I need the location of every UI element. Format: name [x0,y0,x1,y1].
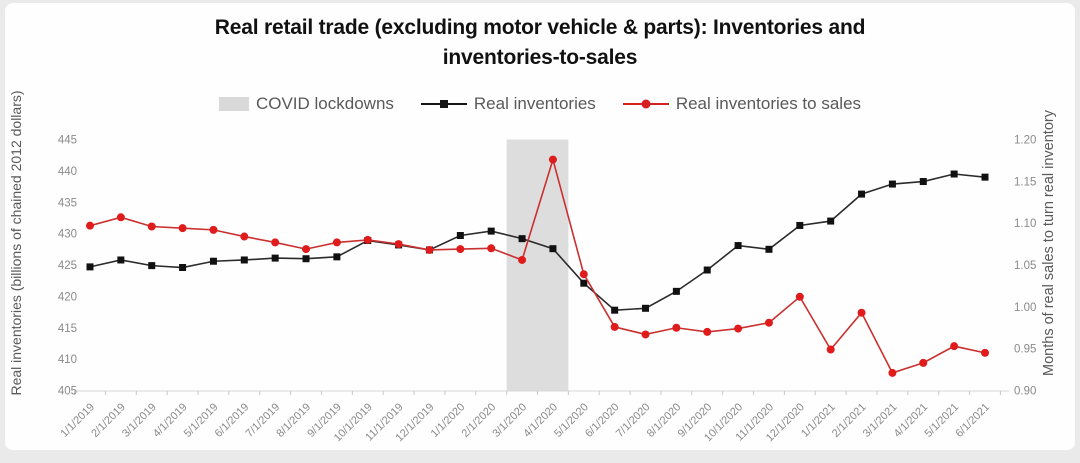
legend-label-real-inventories: Real inventories [473,94,596,113]
real-inventories-to-sales-marker [456,245,465,254]
real-inventories-line [89,173,986,311]
real-inventories-marker [456,232,464,240]
real-inventories-to-sales-marker [764,318,773,327]
right-axis-tick-label: 1.10 [1014,218,1036,230]
covid-lockdowns-band [506,139,569,391]
legend-item-covid-lockdowns: COVID lockdowns [218,94,394,114]
real-inventories-to-sales-marker [795,292,804,301]
real-inventories-to-sales-marker [641,330,650,339]
real-inventories-to-sales-marker [610,322,619,331]
real-inventories-to-sales-marker [981,348,989,357]
real-inventories-to-sales-marker [209,225,218,234]
real-inventories-to-sales-marker [302,245,311,254]
real-inventories-to-sales-marker [857,308,866,317]
real-inventories-marker [796,221,804,229]
real-inventories-to-sales-marker [363,235,372,244]
real-inventories-to-sales-marker [332,238,341,247]
real-inventories-swatch [420,99,467,110]
legend-label-inventories-to-sales: Real inventories to sales [675,94,862,113]
real-inventories-marker [642,304,650,312]
real-inventories-to-sales-marker [548,155,557,164]
covid-lockdowns-swatch [218,97,249,111]
real-inventories-to-sales-marker [178,224,187,233]
right-axis-tick-label: 1.00 [1014,302,1036,314]
left-axis-tick-label: 440 [58,166,77,178]
real-inventories-marker [549,245,557,253]
real-inventories-marker [487,227,495,235]
real-inventories-marker [209,257,217,265]
real-inventories-marker [672,287,680,295]
real-inventories-to-sales-marker [86,221,94,230]
right-axis-tick-label: 1.15 [1014,176,1036,188]
legend-label-covid-lockdowns: COVID lockdowns [255,94,394,113]
real-inventories-marker [703,266,711,274]
real-inventories-marker [611,306,619,314]
real-inventories-marker [827,217,835,225]
real-inventories-marker [765,245,773,253]
real-inventories-marker [333,253,341,261]
left-axis-tick-label: 425 [58,260,77,272]
real-inventories-to-sales-marker [703,327,712,336]
real-inventories-to-sales-marker [116,213,125,222]
real-inventories-to-sales-marker [888,368,897,377]
real-inventories-to-sales-marker [425,245,434,254]
inventories-to-sales-swatch-marker [641,99,651,109]
real-inventories-marker [179,264,187,272]
real-inventories-to-sales-marker [394,240,403,249]
legend-item-inventories-to-sales: Real inventories to sales [622,94,862,114]
right-axis-tick-label: 0.95 [1014,344,1036,356]
real-inventories-marker [271,254,279,262]
real-inventories-to-sales-marker [950,342,959,351]
real-inventories-marker [919,178,927,186]
right-axis-title: Months of real sales to turn real invent… [1041,109,1057,376]
real-inventories-to-sales-marker [919,358,928,367]
real-inventories-marker [518,235,526,243]
real-inventories-marker [888,180,896,188]
right-axis-tick-label: 1.05 [1014,260,1036,272]
real-inventories-to-sales-marker [826,345,835,354]
right-axis-tick-label: 0.90 [1014,386,1036,398]
chart-title-line1: Real retail trade (excluding motor vehic… [214,16,866,39]
real-inventories-to-sales-marker [672,323,681,332]
left-axis-tick-label: 430 [58,229,77,241]
left-axis-tick-label: 445 [58,135,77,147]
real-inventories-to-sales-marker [147,222,156,231]
x-axis-label: 6/1/2021 [953,401,992,440]
chart-title: Real retail trade (excluding motor vehic… [0,13,1080,73]
real-inventories-marker [148,262,156,270]
real-inventories-marker [302,255,310,263]
real-inventories-marker [240,256,248,264]
real-inventories-marker [117,256,125,264]
left-axis-tick-label: 410 [58,354,77,366]
real-inventories-to-sales-marker [271,238,280,247]
real-inventories-to-sales-marker [579,270,588,279]
inventories-to-sales-swatch [622,99,669,110]
left-axis-title: Real inventories (billions of chained 20… [8,90,24,395]
left-axis-tick-label: 405 [58,386,77,398]
chart-title-line2: inventories-to-sales [442,46,638,69]
legend-item-real-inventories: Real inventories [420,94,596,114]
left-axis-tick-label: 420 [58,291,77,303]
real-inventories-swatch-marker [439,100,448,108]
real-inventories-marker [580,279,588,287]
right-axis-tick-label: 1.20 [1014,135,1036,147]
real-inventories-marker [950,170,958,178]
real-inventories-to-sales-marker [734,324,743,333]
real-inventories-to-sales-line [89,156,986,374]
real-inventories-marker [858,190,866,198]
left-axis-tick-label: 435 [58,197,77,209]
real-inventories-marker [86,263,94,271]
real-inventories-marker [981,173,989,181]
real-inventories-to-sales-marker [240,232,249,241]
real-inventories-to-sales-marker [518,255,527,264]
real-inventories-marker [734,242,742,250]
left-axis-tick-label: 415 [58,323,77,335]
chart-legend: COVID lockdowns Real inventories Real in… [0,94,1080,114]
real-inventories-to-sales-marker [487,244,496,253]
